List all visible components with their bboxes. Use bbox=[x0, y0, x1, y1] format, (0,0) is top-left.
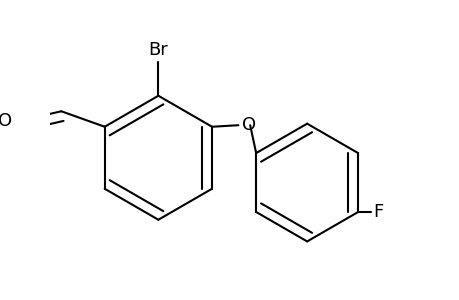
Text: F: F bbox=[373, 203, 383, 221]
Text: O: O bbox=[241, 116, 255, 134]
Text: Br: Br bbox=[148, 40, 168, 58]
Text: O: O bbox=[0, 112, 11, 130]
